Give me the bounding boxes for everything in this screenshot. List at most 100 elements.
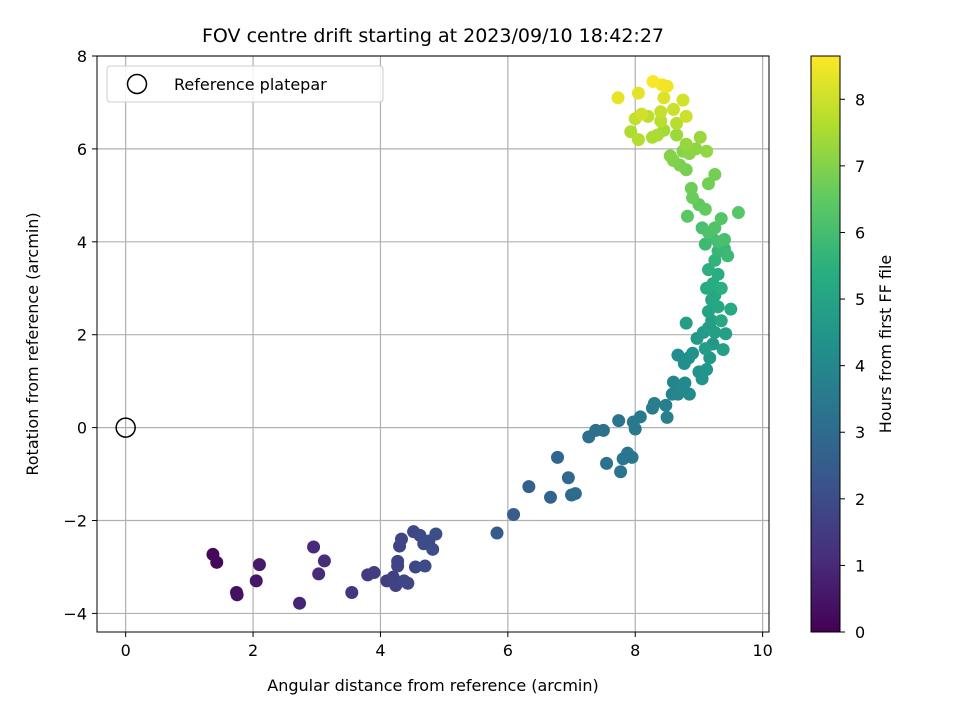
data-point <box>490 526 504 540</box>
data-point <box>711 300 725 314</box>
colorbar: 0 1 2 3 4 5 6 7 8 Hours from first FF file <box>810 55 895 642</box>
data-point <box>429 527 443 541</box>
reference-platepar-marker <box>115 417 136 438</box>
colorbar-ticks: 0 1 2 3 4 5 6 7 8 <box>840 90 865 642</box>
data-point <box>635 107 649 121</box>
chart-title: FOV centre drift starting at 2023/09/10 … <box>202 25 664 47</box>
y-tick-label: 2 <box>77 326 87 345</box>
x-tick-label: 6 <box>503 641 513 660</box>
data-point <box>600 456 614 470</box>
y-axis-label: Rotation from reference (arcmin) <box>23 212 42 475</box>
data-point <box>698 342 712 356</box>
data-point <box>230 588 244 602</box>
data-point <box>670 128 684 142</box>
colorbar-tick-label: 7 <box>855 157 865 176</box>
data-point <box>731 206 745 220</box>
data-point <box>544 490 558 504</box>
data-point <box>426 542 440 556</box>
data-point <box>666 102 680 116</box>
y-tick-label: 0 <box>77 419 87 438</box>
colorbar-gradient <box>810 55 841 633</box>
data-point <box>714 314 728 328</box>
data-point <box>717 232 731 246</box>
data-point <box>714 212 728 226</box>
data-point <box>708 221 722 235</box>
data-point <box>701 263 715 277</box>
data-point <box>645 130 659 144</box>
data-point <box>666 375 680 389</box>
x-tick-label: 0 <box>121 641 131 660</box>
data-point <box>724 302 738 316</box>
colorbar-tick-label: 4 <box>855 357 865 376</box>
colorbar-tick-label: 0 <box>855 623 865 642</box>
data-point <box>631 133 645 147</box>
data-point <box>394 532 408 546</box>
colorbar-tick-label: 6 <box>855 223 865 242</box>
data-point <box>684 181 698 195</box>
data-point <box>680 209 694 223</box>
data-point <box>401 576 415 590</box>
data-point <box>633 410 647 424</box>
data-point <box>701 177 715 191</box>
data-point <box>654 105 668 119</box>
data-point <box>679 137 693 151</box>
colorbar-tick-label: 1 <box>855 556 865 575</box>
data-point <box>670 116 684 130</box>
colorbar-tick-label: 5 <box>855 290 865 309</box>
data-point <box>708 325 722 339</box>
data-point <box>708 167 722 181</box>
x-tick-label: 8 <box>630 641 640 660</box>
data-point <box>345 586 359 600</box>
x-tick-label: 4 <box>375 641 385 660</box>
data-point <box>698 202 712 216</box>
data-point <box>686 346 700 360</box>
data-point <box>682 387 696 401</box>
colorbar-label: Hours from first FF file <box>876 255 895 434</box>
data-point <box>663 149 677 163</box>
y-tick-label: 4 <box>77 233 87 252</box>
data-point <box>716 343 730 357</box>
data-point <box>408 560 422 574</box>
colorbar-tick-label: 3 <box>855 423 865 442</box>
data-point <box>307 540 321 554</box>
y-tick-label: 8 <box>77 47 87 66</box>
data-point <box>659 398 673 412</box>
data-point <box>317 554 331 568</box>
data-point <box>660 410 674 424</box>
x-axis: 0 2 4 6 8 10 <box>121 632 773 660</box>
data-point <box>714 281 728 295</box>
colorbar-tick-label: 2 <box>855 490 865 509</box>
data-point <box>252 558 266 572</box>
data-point <box>249 574 263 588</box>
data-point <box>700 363 714 377</box>
data-point <box>522 480 536 494</box>
x-tick-label: 10 <box>752 641 772 660</box>
data-point <box>657 91 671 105</box>
legend-label: Reference platepar <box>174 75 327 94</box>
data-point <box>418 559 432 573</box>
data-point <box>596 423 610 437</box>
x-axis-label: Angular distance from reference (arcmin) <box>267 676 598 695</box>
legend-box <box>106 65 384 103</box>
data-point <box>631 86 645 100</box>
data-point <box>679 109 693 123</box>
data-point <box>676 93 690 107</box>
data-point <box>625 450 639 464</box>
legend-marker-open-circle-icon <box>126 73 148 95</box>
y-tick-label: −4 <box>63 604 87 623</box>
legend: Reference platepar <box>106 65 384 103</box>
data-point <box>628 422 642 436</box>
data-point <box>367 566 381 580</box>
plot-frame <box>96 55 770 633</box>
y-axis: −4 −2 0 2 4 6 8 <box>63 47 97 623</box>
data-point <box>679 316 693 330</box>
data-point <box>507 507 521 521</box>
data-point <box>612 414 626 428</box>
data-point <box>561 471 575 485</box>
data-point <box>568 487 582 501</box>
data-point <box>551 450 565 464</box>
data-point <box>647 396 661 410</box>
data-point <box>693 130 707 144</box>
data-point <box>611 91 625 105</box>
